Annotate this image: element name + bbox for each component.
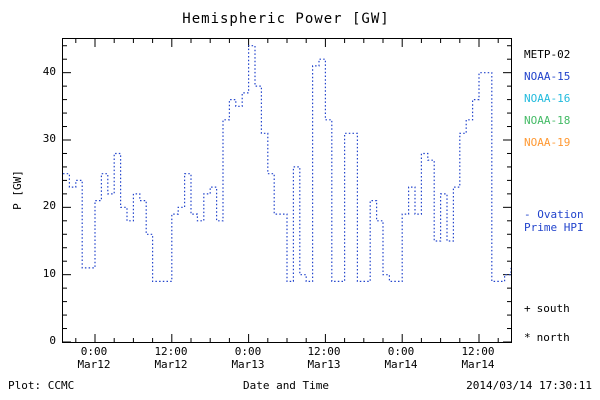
plot-area	[62, 38, 512, 343]
x-tick-label-5: 0:00 Mar14	[371, 345, 431, 371]
x-axis-title: Date and Time	[242, 379, 330, 392]
legend-satellite-noaa-19: NOAA-19	[524, 136, 571, 149]
x-tick-label-4: 12:00 Mar13	[294, 345, 354, 371]
x-tick-time: 0:00	[234, 345, 262, 358]
footer-timestamp: 2014/03/14 17:30:11	[466, 379, 592, 392]
y-tick-label-30: 30	[42, 132, 56, 145]
x-tick-label-3: 0:00 Mar13	[218, 345, 278, 371]
x-tick-date: Mar12	[154, 358, 188, 371]
x-tick-date: Mar14	[461, 358, 495, 371]
x-tick-time: 12:00	[154, 345, 188, 358]
x-tick-label-2: 12:00 Mar12	[141, 345, 201, 371]
plot-canvas	[63, 39, 511, 342]
x-tick-time: 0:00	[387, 345, 415, 358]
x-tick-label-6: 12:00 Mar14	[448, 345, 508, 371]
x-tick-date: Mar13	[307, 358, 341, 371]
footer-credit: Plot: CCMC	[8, 379, 75, 392]
x-tick-time: 12:00	[461, 345, 495, 358]
y-axis-label: P [GW]	[11, 170, 24, 210]
legend-marker-north-label: north	[536, 331, 570, 344]
x-tick-date: Mar13	[231, 358, 265, 371]
chart-title: Hemispheric Power [GW]	[182, 11, 390, 27]
plus-marker-icon: +	[524, 302, 531, 315]
x-tick-date: Mar12	[77, 358, 111, 371]
x-tick-time: 12:00	[307, 345, 341, 358]
hpi-step-line	[63, 45, 511, 282]
legend-ovation-line1: - Ovation	[524, 208, 584, 221]
legend-marker-north: * north	[524, 331, 570, 344]
legend-marker-south-label: south	[536, 302, 570, 315]
asterisk-marker-icon: *	[524, 331, 531, 344]
x-tick-date: Mar14	[384, 358, 418, 371]
x-tick-label-1: 0:00 Mar12	[64, 345, 124, 371]
y-tick-label-40: 40	[42, 65, 56, 78]
y-tick-label-10: 10	[42, 267, 56, 280]
legend-marker-south: + south	[524, 302, 570, 315]
x-tick-time: 0:00	[80, 345, 108, 358]
legend-satellite-metp-02: METP-02	[524, 48, 571, 61]
y-tick-label-20: 20	[42, 199, 56, 212]
legend-satellite-noaa-18: NOAA-18	[524, 114, 571, 127]
legend-ovation-line2: Prime HPI	[524, 221, 584, 234]
legend-satellite-noaa-15: NOAA-15	[524, 70, 571, 83]
legend-satellite-noaa-16: NOAA-16	[524, 92, 571, 105]
y-tick-label-0: 0	[49, 334, 56, 347]
